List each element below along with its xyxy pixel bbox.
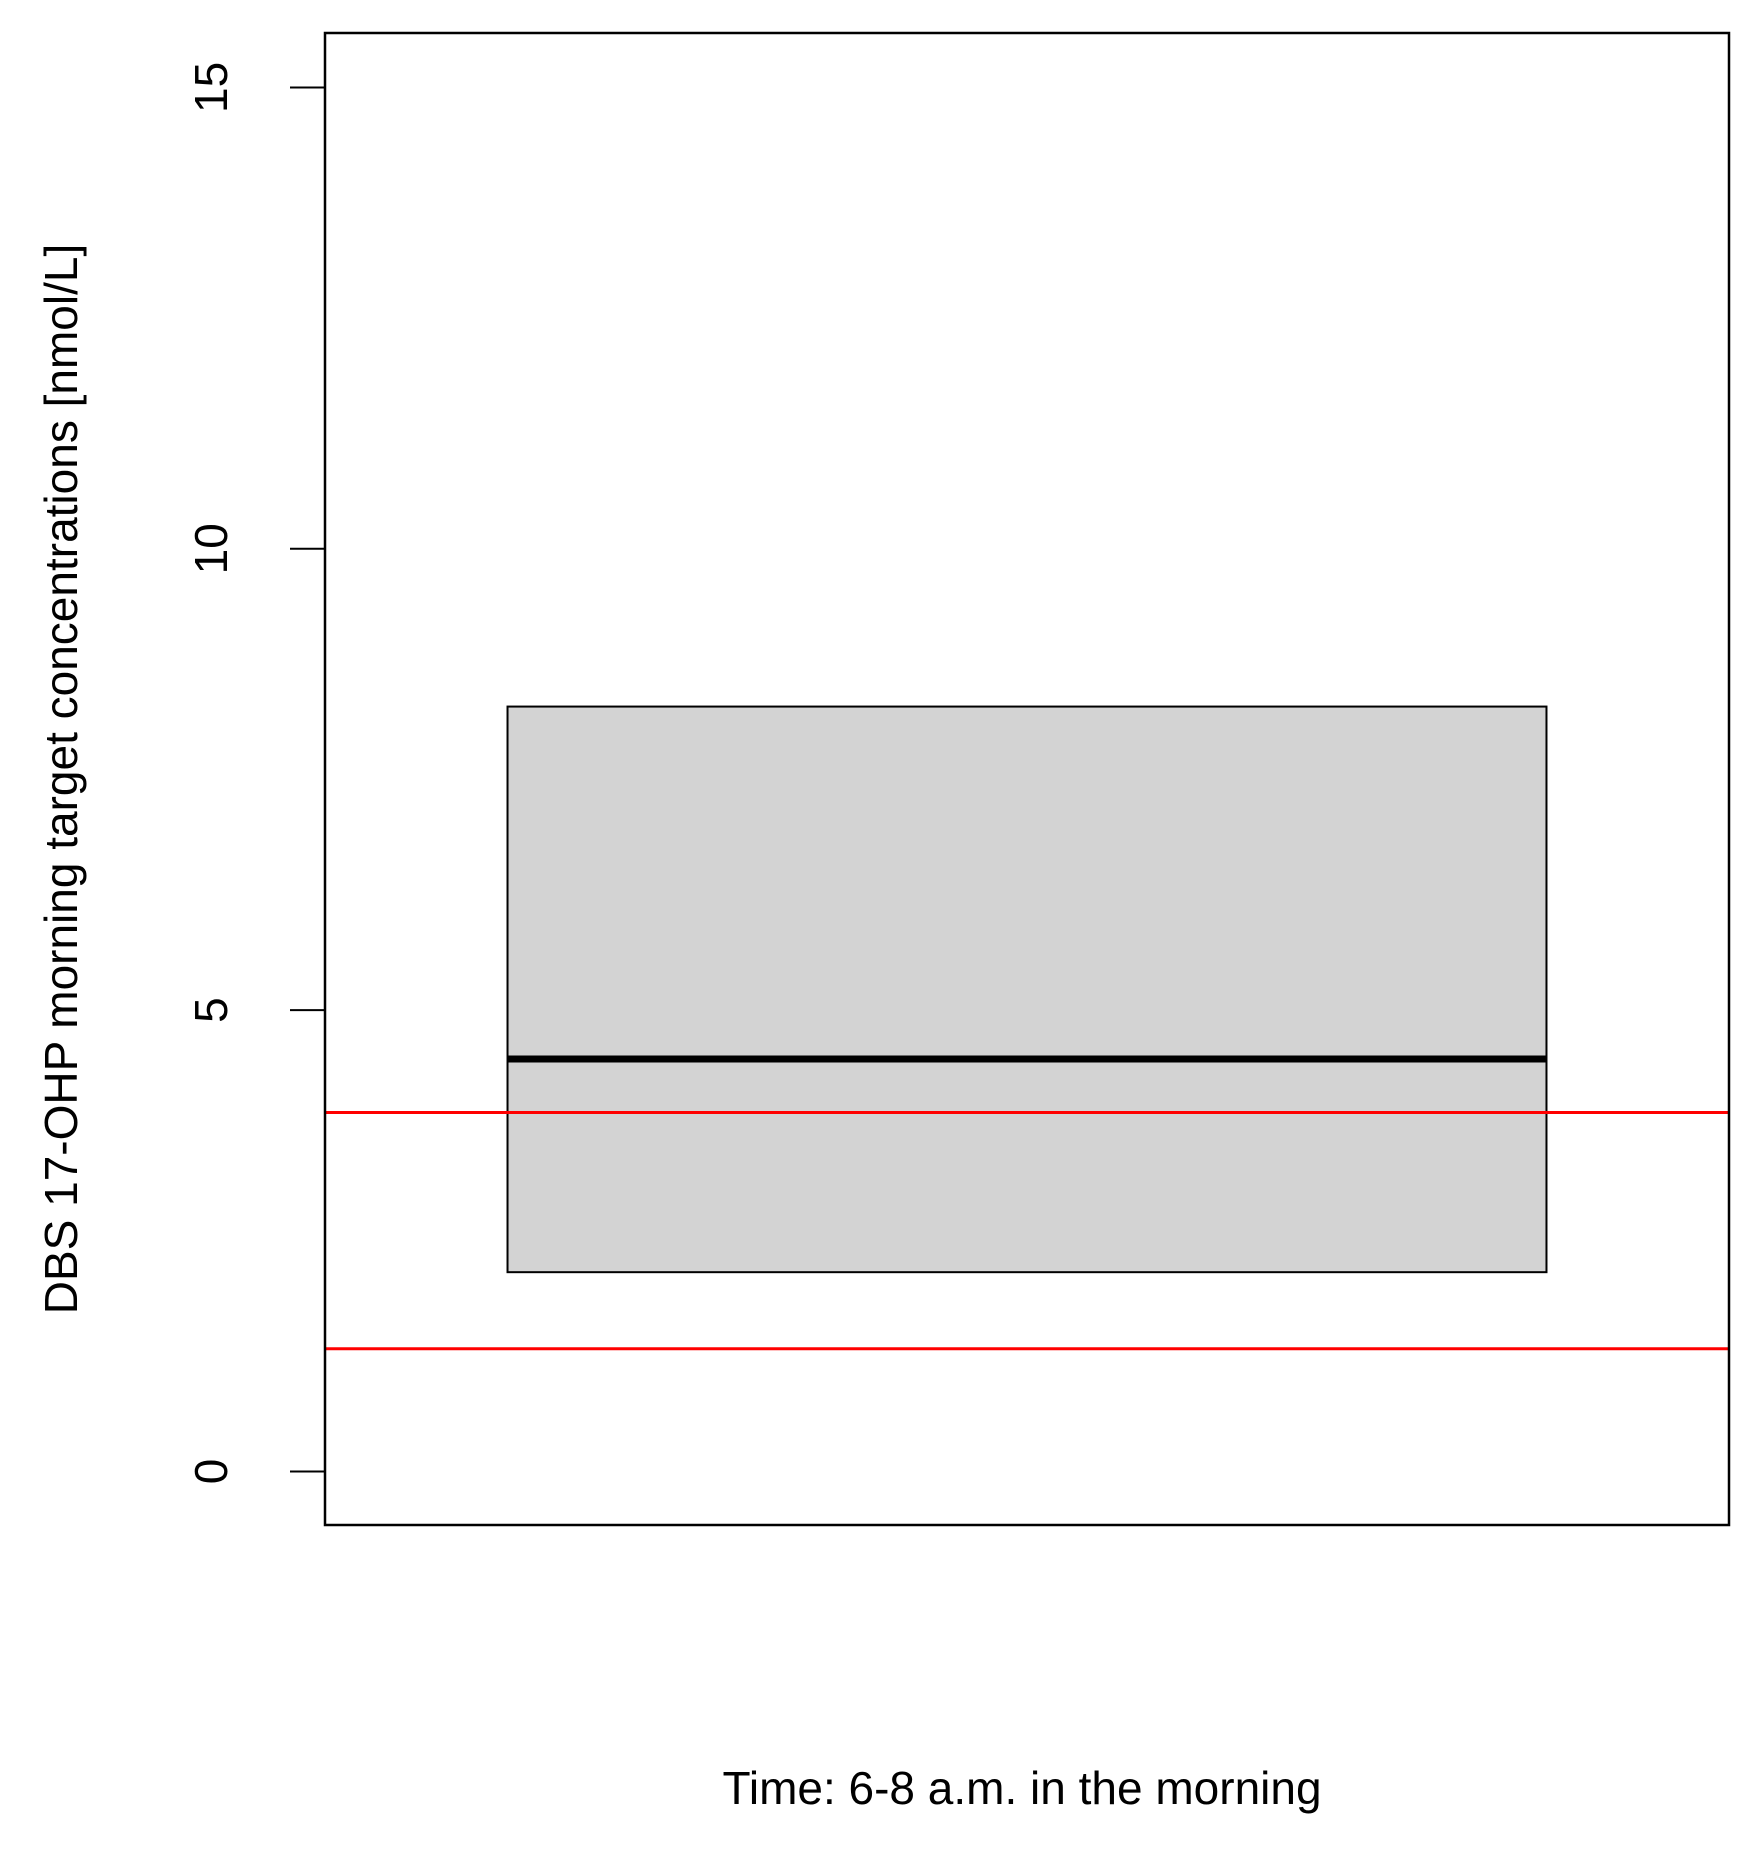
y-tick-label: 0 (185, 1459, 237, 1485)
y-axis-label: DBS 17-OHP morning target concentrations… (35, 244, 87, 1314)
y-tick-label: 5 (185, 997, 237, 1023)
y-tick-label: 10 (185, 523, 237, 574)
y-tick-label: 15 (185, 62, 237, 113)
box (506, 705, 1548, 1274)
x-axis-label: Time: 6-8 a.m. in the morning (722, 1762, 1321, 1814)
plot-frame (323, 31, 1731, 1527)
